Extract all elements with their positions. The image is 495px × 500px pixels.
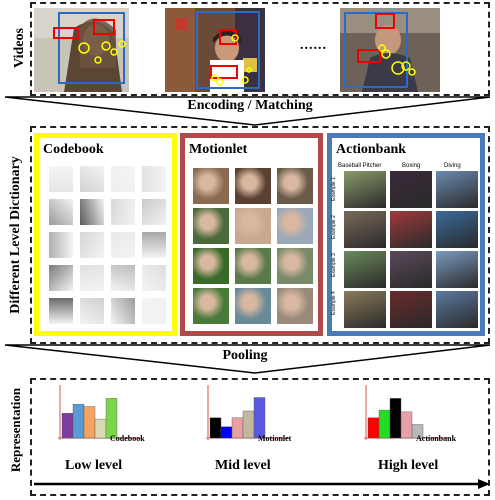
codebook-patch [142, 232, 166, 258]
actionbank-col-2: Boxing [402, 163, 421, 169]
dictionary-panel [30, 126, 490, 344]
codebook-patch [49, 265, 73, 291]
dictionary-label: Different Level Dictionary [8, 156, 23, 314]
video-frame-1 [34, 8, 129, 92]
codebook-patch [49, 298, 73, 324]
level-high: High level [378, 458, 439, 473]
codebook-patch [49, 166, 73, 192]
codebook-patch [111, 298, 135, 324]
actionbank-thumbnail [436, 211, 478, 248]
level-low: Low level [65, 458, 123, 473]
actionbank-thumbnail [436, 171, 478, 208]
actionbank-box: Actionbank Baseball Pitcher Boxing Divin… [327, 133, 485, 336]
histogram-bar [209, 417, 222, 439]
level-progression-arrow [34, 479, 490, 489]
histogram-bar [220, 426, 233, 439]
histogram-bar [367, 417, 380, 439]
histogram-bar [105, 398, 118, 439]
histogram-caption: Actionbank [416, 434, 457, 443]
histogram-bar [72, 404, 85, 439]
histogram-bar [231, 417, 244, 439]
motionlet-patch [193, 288, 229, 324]
actionbank-thumbnail [390, 171, 432, 208]
actionbank-col-3: Diving [444, 163, 461, 169]
codebook-title: Codebook [43, 142, 104, 157]
video-frame-3 [340, 8, 440, 92]
histogram-bar [378, 409, 391, 439]
motionlet-patch [235, 208, 271, 244]
histogram-bar [400, 411, 413, 439]
motionlet-patch [235, 248, 271, 284]
actionbank-row-label: Example 3 [330, 253, 337, 277]
codebook-patch [111, 265, 135, 291]
actionbank-row-label: Example 1 [330, 177, 337, 201]
actionbank-thumbnail [436, 291, 478, 328]
histogram-bar [242, 410, 255, 439]
codebook-patch [142, 166, 166, 192]
motionlet-patch [277, 288, 313, 324]
pooling-arrow [4, 344, 491, 374]
actionbank-col-1: Baseball Pitcher [338, 163, 382, 169]
codebook-patch [80, 199, 104, 225]
actionbank-thumbnail [390, 211, 432, 248]
codebook-box: Codebook [34, 133, 177, 336]
codebook-patch [111, 166, 135, 192]
videos-label: Videos [12, 28, 27, 68]
codebook-patch [49, 199, 73, 225]
representation-panel [30, 378, 490, 496]
actionbank-thumbnail [390, 291, 432, 328]
codebook-patch [142, 298, 166, 324]
codebook-patch [111, 199, 135, 225]
motionlet-patch [235, 168, 271, 204]
actionbank-thumbnail [344, 291, 386, 328]
motionlet-patch [277, 208, 313, 244]
pooling-label: Pooling [222, 348, 268, 363]
actionbank-thumbnail [390, 251, 432, 288]
codebook-patch [111, 232, 135, 258]
motionlet-patch [193, 248, 229, 284]
video-frame-2 [165, 8, 265, 92]
codebook-patch [142, 199, 166, 225]
motionlet-box: Motionlet [180, 133, 323, 336]
video-ellipsis: ...... [300, 38, 327, 53]
codebook-patch [80, 298, 104, 324]
actionbank-thumbnail [436, 251, 478, 288]
codebook-patch [142, 265, 166, 291]
motionlet-patch [235, 288, 271, 324]
videos-panel [30, 2, 490, 96]
motionlet-patch [193, 208, 229, 244]
actionbank-title: Actionbank [336, 142, 407, 157]
histogram-bar [94, 418, 107, 439]
histogram-caption: Codebook [110, 434, 145, 443]
histogram-bar [83, 406, 96, 439]
codebook-patch [49, 232, 73, 258]
actionbank-row-label: Example 2 [330, 215, 337, 239]
histogram-bar [61, 413, 74, 439]
actionbank-thumbnail [344, 251, 386, 288]
codebook-patch [80, 265, 104, 291]
encoding-arrow [4, 96, 491, 126]
histogram-caption: Motionlet [258, 434, 292, 443]
motionlet-title: Motionlet [189, 142, 248, 157]
level-mid: Mid level [215, 458, 271, 473]
histogram-bar [389, 398, 402, 439]
histogram-layer: Codebook Motionlet Actionbank [58, 385, 457, 443]
histogram-bar [411, 424, 424, 439]
motionlet-patch [277, 248, 313, 284]
codebook-patch [80, 166, 104, 192]
actionbank-thumbnail [344, 171, 386, 208]
actionbank-thumbnail [344, 211, 386, 248]
motionlet-patch [277, 168, 313, 204]
actionbank-row-label: Example 4 [330, 291, 337, 315]
histogram-bar [253, 397, 266, 439]
codebook-patch [80, 232, 104, 258]
encoding-label: Encoding / Matching [187, 98, 313, 113]
motionlet-patch [193, 168, 229, 204]
